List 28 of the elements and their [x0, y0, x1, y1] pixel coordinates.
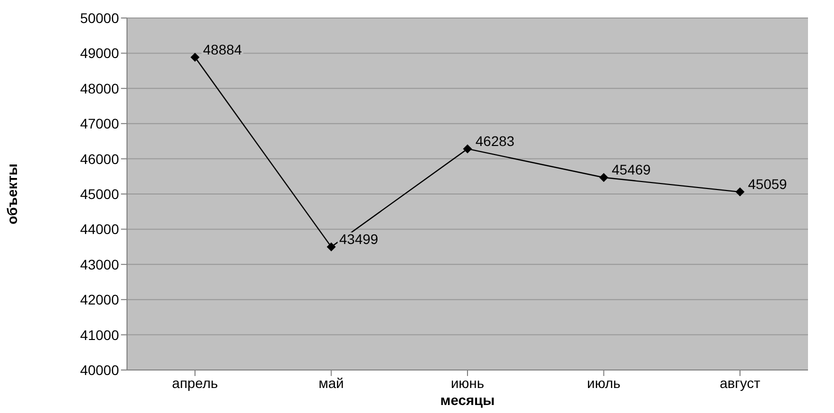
point [326, 242, 336, 252]
point [599, 172, 608, 182]
point [190, 52, 200, 62]
y-tick-label: 40000 [80, 362, 120, 378]
data-label: 43499 [339, 230, 378, 247]
x-tick-label: апрель [172, 374, 218, 391]
x-tick-label: май [318, 374, 344, 391]
y-tick-label: 47000 [80, 116, 120, 132]
point [463, 144, 472, 154]
y-tick-label: 50000 [80, 10, 120, 26]
data-label: 46283 [476, 132, 515, 149]
y-tick-label: 41000 [80, 326, 120, 343]
data-label: 45469 [612, 161, 651, 178]
y-axis-title: объекты [4, 164, 20, 224]
y-tick-label: 48000 [80, 80, 120, 96]
data-label: 45059 [748, 176, 788, 192]
y-tick-label: 43000 [80, 256, 120, 272]
x-axis-title: месяцы [440, 392, 495, 408]
data-label: 48884 [203, 41, 242, 58]
x-tick-label: август [720, 374, 761, 391]
y-tick-label: 46000 [80, 150, 120, 167]
x-tick-label: июль [587, 374, 620, 391]
point [736, 187, 744, 196]
y-tick-label: 42000 [80, 292, 120, 308]
y-tick-label: 44000 [80, 221, 120, 238]
y-tick-label: 45000 [80, 186, 120, 202]
y-tick-label: 49000 [80, 45, 120, 62]
x-tick-label: июнь [450, 374, 484, 391]
